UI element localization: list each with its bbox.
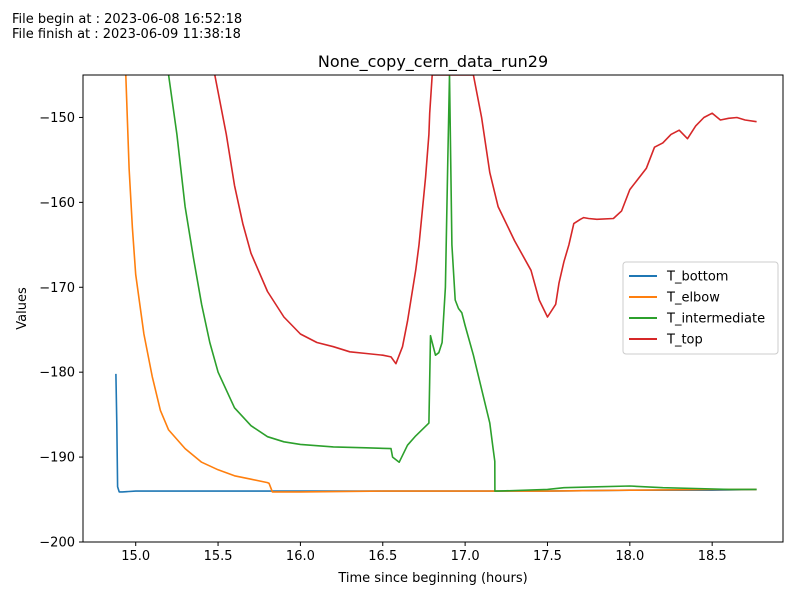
legend: T_bottom T_elbow T_intermediate T_top [622,261,779,355]
legend-entry: T_elbow [666,291,720,306]
legend-entry: T_top [666,333,703,348]
y-tick-label: −200 [39,536,75,551]
x-axis-label: Time since beginning (hours) [337,571,527,586]
series-line-t-intermediate [167,75,757,492]
y-tick-label: −160 [39,196,75,211]
x-tick-label: 15.5 [204,549,233,564]
x-tick-label: 18.5 [698,549,727,564]
legend-entry: T_bottom [666,270,728,285]
x-tick-label: 18.0 [615,549,644,564]
y-axis-ticks: −200 −190 −180 −170 −160 −150 [39,111,83,551]
file-finish-label: File finish at : 2023-06-09 11:38:18 [12,27,241,42]
x-tick-label: 16.5 [368,549,397,564]
plot-lines [115,75,757,493]
legend-entry: T_intermediate [666,312,765,327]
x-tick-label: 17.5 [533,549,562,564]
plot-frame [82,74,784,543]
file-begin-label: File begin at : 2023-06-08 16:52:18 [12,12,243,27]
chart-title: None_copy_cern_data_run29 [318,52,548,72]
x-axis-ticks: 15.0 15.5 16.0 16.5 17.0 17.5 18.0 18.5 [121,542,727,564]
x-tick-label: 16.0 [286,549,315,564]
series-line-t-top [214,75,757,365]
x-tick-label: 17.0 [451,549,480,564]
y-tick-label: −190 [39,451,75,466]
y-tick-label: −170 [39,281,75,296]
y-axis-label: Values [15,287,30,330]
y-tick-label: −180 [39,366,75,381]
y-tick-label: −150 [39,111,75,126]
series-line-t-bottom [115,373,757,493]
series-line-t-elbow [125,75,757,493]
legend-box [622,261,779,355]
x-tick-label: 15.0 [121,549,150,564]
